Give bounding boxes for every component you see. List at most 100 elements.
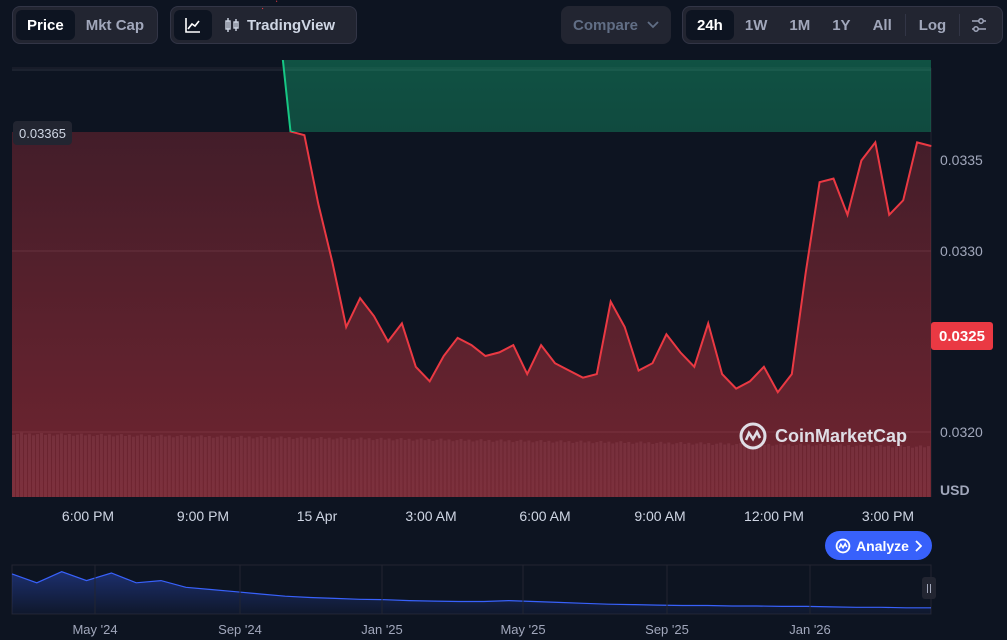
price-point <box>470 344 473 346</box>
price-point <box>415 366 417 368</box>
price-point <box>276 0 278 2</box>
x-tick-label: 3:00 PM <box>861 508 915 524</box>
price-point <box>540 344 542 346</box>
price-point <box>888 214 890 216</box>
tab-mkt-cap[interactable]: Mkt Cap <box>85 16 145 34</box>
chart-style-tabs: TradingView <box>170 6 357 44</box>
price-point <box>582 377 584 379</box>
price-point <box>289 130 292 133</box>
navigator-tick-label: Sep '25 <box>645 622 689 637</box>
price-point <box>359 297 361 299</box>
navigator-tick-label: Sep '24 <box>218 622 262 637</box>
line-chart-icon <box>185 18 200 33</box>
price-point <box>763 366 765 368</box>
x-tick-label: 9:00 PM <box>176 508 230 524</box>
price-point <box>331 261 333 263</box>
price-point <box>679 351 682 353</box>
price-point <box>693 366 695 368</box>
chart-settings-button[interactable] <box>962 10 996 40</box>
price-point <box>651 362 654 364</box>
price-point <box>721 373 723 375</box>
price-point <box>665 333 668 335</box>
price-point <box>401 322 403 324</box>
analyze-label: Analyze <box>856 537 909 554</box>
price-point <box>805 272 807 274</box>
current-price-tag: 0.0325 <box>931 322 993 350</box>
coinmarketcap-logo-icon <box>835 538 851 553</box>
price-point <box>373 315 375 317</box>
price-point <box>610 301 612 303</box>
range-all[interactable]: All <box>872 16 892 34</box>
price-point <box>791 373 793 375</box>
navigator-tick-label: May '24 <box>72 622 118 637</box>
x-tick-label: 3:00 AM <box>405 508 457 524</box>
price-point <box>860 159 863 162</box>
price-point <box>387 340 389 343</box>
range-tabs: 24h 1W 1M 1Y All Log <box>682 6 1003 44</box>
price-point <box>916 141 918 143</box>
price-point <box>262 7 264 10</box>
navigator-tick-label: May '25 <box>500 622 546 637</box>
price-point <box>512 344 514 346</box>
range-1w[interactable]: 1W <box>744 16 768 34</box>
price-point <box>735 388 737 390</box>
price-area <box>12 60 931 497</box>
tradingview-label: TradingView <box>247 16 336 34</box>
price-area-up <box>282 60 931 132</box>
navigator-line <box>11 571 931 609</box>
price-point <box>902 199 904 201</box>
price-point <box>846 214 849 216</box>
range-1y[interactable]: 1Y <box>832 16 851 34</box>
price-point <box>777 391 779 393</box>
price-point <box>554 362 556 364</box>
range-24h[interactable]: 24h <box>686 10 734 40</box>
compare-dropdown[interactable]: Compare <box>561 6 671 44</box>
coinmarketcap-watermark: CoinMarketCap <box>738 421 907 451</box>
price-point <box>638 369 640 372</box>
coinmarketcap-logo-icon <box>739 422 767 450</box>
range-1m[interactable]: 1M <box>789 16 811 34</box>
price-line <box>262 0 932 395</box>
price-area-down <box>12 132 931 497</box>
metric-tabs: Price Mkt Cap <box>12 6 158 44</box>
tradingview-button[interactable]: TradingView <box>212 10 346 40</box>
drag-handle-icon <box>927 583 928 593</box>
price-point <box>930 145 932 147</box>
price-point <box>443 355 445 357</box>
price-point <box>596 373 598 375</box>
x-tick-label: 15 Apr <box>296 508 338 524</box>
price-point <box>457 337 459 339</box>
price-point <box>819 181 821 183</box>
x-tick-label: 6:00 AM <box>519 508 571 524</box>
y-tick-label: 0.0330 <box>940 243 983 259</box>
log-toggle[interactable]: Log <box>918 16 947 34</box>
navigator-tick-label: Jan '25 <box>361 622 403 637</box>
analyze-button[interactable]: Analyze <box>825 531 932 560</box>
price-point <box>707 322 709 324</box>
price-point <box>568 369 570 372</box>
price-point <box>832 178 835 180</box>
navigator-area <box>12 571 931 614</box>
x-tick-label: 9:00 AM <box>634 508 686 524</box>
toolbar-divider <box>904 14 906 36</box>
chevron-right-icon <box>915 539 922 552</box>
tab-price[interactable]: Price <box>16 10 75 40</box>
range-navigator[interactable] <box>11 564 932 615</box>
price-point <box>484 355 486 357</box>
currency-label: USD <box>940 482 970 498</box>
price-point <box>624 326 626 328</box>
open-price-label: 0.03365 <box>13 121 72 145</box>
x-tick-label: 12:00 PM <box>744 508 804 524</box>
toolbar-divider <box>959 14 961 36</box>
price-point <box>526 373 528 375</box>
navigator-drag-handle[interactable] <box>922 577 936 599</box>
x-tick-label: 6:00 PM <box>61 508 115 524</box>
y-tick-label: 0.0335 <box>940 152 983 168</box>
settings-sliders-icon <box>972 18 987 32</box>
price-point <box>345 326 347 328</box>
compare-label: Compare <box>573 16 639 34</box>
watermark-text: CoinMarketCap <box>775 425 908 446</box>
line-chart-button[interactable] <box>174 10 212 40</box>
chart-toolbar: Price Mkt Cap TradingView Compare 24h 1W <box>0 6 1007 46</box>
